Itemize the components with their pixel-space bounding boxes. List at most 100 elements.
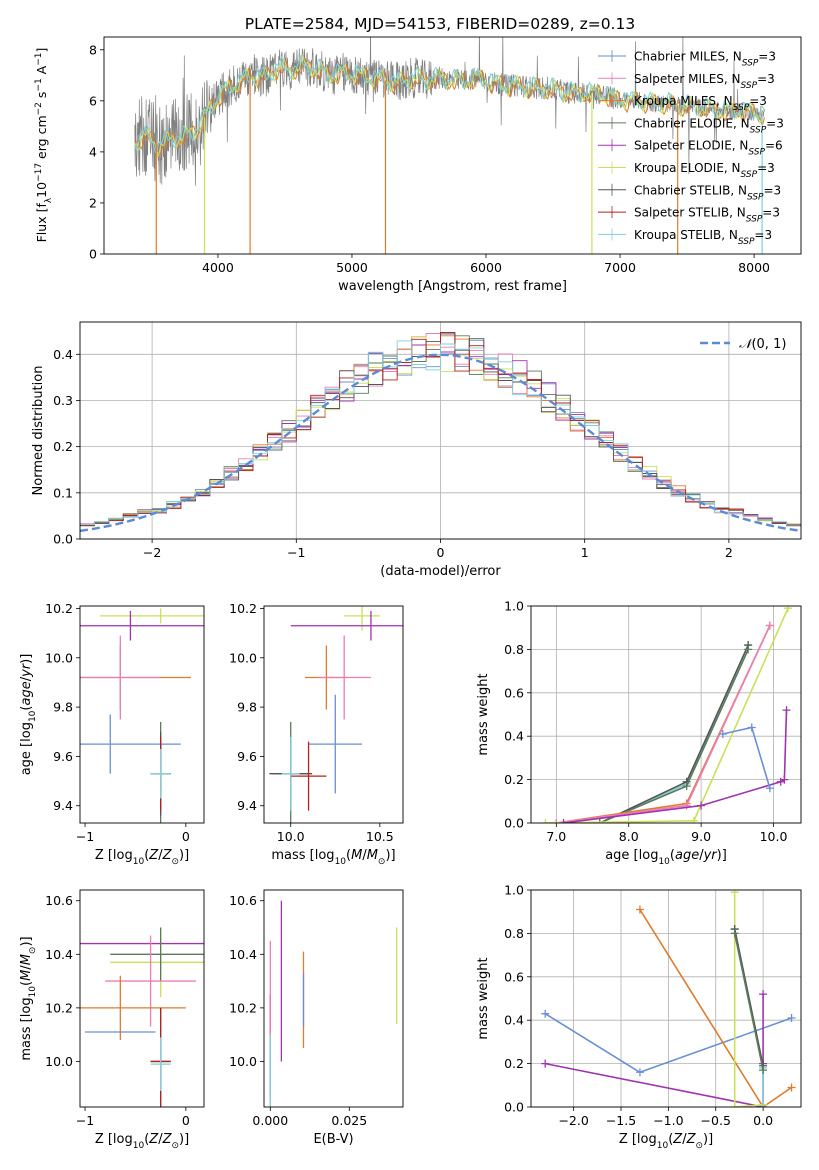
x-tick-label: −1.5 xyxy=(606,1113,636,1128)
data-point-marker xyxy=(635,1068,644,1077)
errorbar-plot-area xyxy=(80,927,204,1107)
data-point-marker xyxy=(718,730,727,739)
x-tick-label: 7000 xyxy=(604,260,636,275)
age-vs-Z-panel: −1 0 9.4 9.6 9.8 10.0 10.2 Z [log10(Z/Z⊙)] age [… xyxy=(19,601,205,867)
y-tick-label: 10.6 xyxy=(45,893,73,908)
x-tick-label: 7.0 xyxy=(546,829,566,844)
y-tick-label: 10.0 xyxy=(229,1054,257,1069)
x-axis-label: E(B-V) xyxy=(313,1132,353,1147)
y-axis-label: Flux [fλ10−17 erg cm−2 s−1 A−1] xyxy=(34,48,54,243)
line-plot-area xyxy=(541,606,792,823)
data-point-marker xyxy=(780,775,789,784)
axes-frame xyxy=(103,36,802,255)
y-tick-label: 4 xyxy=(89,144,97,159)
y-tick-label: 9.8 xyxy=(237,700,257,715)
y-axis-label: mass weight xyxy=(476,673,491,755)
x-axis-label: (data-model)/error xyxy=(380,564,501,579)
y-tick-label: 0.3 xyxy=(53,393,73,408)
y-tick-label: 9.4 xyxy=(237,798,257,813)
axes-frame xyxy=(79,321,802,540)
y-tick-label: 0.1 xyxy=(53,485,73,500)
y-tick-label: 0.8 xyxy=(504,642,524,657)
data-point-marker xyxy=(541,1059,550,1068)
series-line-kroupa-miles xyxy=(639,909,792,1107)
axes-frame xyxy=(263,889,404,1108)
series-line-chabrier-miles xyxy=(722,726,771,789)
y-tick-label: 10.6 xyxy=(229,893,257,908)
x-tick-label: 0.0 xyxy=(753,1113,773,1128)
y-tick-label: 0.6 xyxy=(504,685,524,700)
x-axis-label: Z [log10(Z/Z⊙)] xyxy=(619,1132,713,1151)
x-tick-label: 6000 xyxy=(470,260,502,275)
data-point-marker xyxy=(744,645,753,654)
legend-entry: Salpeter MILES, NSSP=3 xyxy=(634,72,775,91)
line-plot-area xyxy=(541,890,796,1107)
data-point-marker xyxy=(759,1103,768,1107)
model-spectrum-kroupa-miles xyxy=(134,57,765,157)
y-tick-label: 0.2 xyxy=(504,1056,524,1071)
axes-frame xyxy=(530,605,802,824)
legend-entry: 𝒩(0, 1) xyxy=(739,337,786,352)
series-line-chabrier-stelib xyxy=(733,928,764,1066)
legend-entry: Kroupa ELODIE, NSSP=3 xyxy=(634,161,775,180)
y-tick-label: 9.6 xyxy=(53,749,73,764)
legend-entry: Kroupa MILES, NSSP=3 xyxy=(634,94,767,113)
y-tick-label: 10.0 xyxy=(45,650,73,665)
y-tick-label: 2 xyxy=(89,195,97,210)
y-tick-label: 0.2 xyxy=(504,772,524,787)
series-line-kroupa-elodie xyxy=(733,892,764,1107)
y-tick-label: 1.0 xyxy=(504,883,524,898)
data-point-marker xyxy=(541,1009,550,1018)
y-tick-label: 9.4 xyxy=(53,798,73,813)
y-tick-label: 1.0 xyxy=(504,599,524,614)
x-tick-label: 2 xyxy=(725,545,733,560)
y-tick-label: 9.8 xyxy=(53,700,73,715)
y-tick-label: 9.6 xyxy=(237,749,257,764)
data-point-marker xyxy=(759,1066,768,1075)
data-point-marker xyxy=(682,782,691,791)
y-axis-label: Normed distribution xyxy=(31,366,46,496)
axes-frame xyxy=(263,605,404,824)
x-axis-label: wavelength [Angstrom, rest frame] xyxy=(338,279,567,294)
data-point-marker xyxy=(787,1083,796,1092)
data-point-marker xyxy=(682,801,691,810)
legend-entry: Salpeter STELIB, NSSP=3 xyxy=(634,206,780,225)
x-tick-label: −0.5 xyxy=(701,1113,731,1128)
y-tick-label: 0.4 xyxy=(504,1013,524,1028)
x-tick-label: 5000 xyxy=(336,260,368,275)
x-tick-label: 10.0 xyxy=(277,829,305,844)
y-tick-label: 0.4 xyxy=(53,347,73,362)
legend-entry: Salpeter ELODIE, NSSP=6 xyxy=(634,139,783,158)
legend-entry: Kroupa STELIB, NSSP=3 xyxy=(634,228,772,247)
y-tick-label: 10.4 xyxy=(229,947,257,962)
data-point-marker xyxy=(730,1103,739,1107)
data-point-marker xyxy=(747,723,756,732)
errorbar-plot-area xyxy=(80,608,204,823)
data-point-marker xyxy=(635,905,644,914)
x-tick-label: −1.0 xyxy=(653,1113,683,1128)
x-axis-label: Z [log10(Z/Z⊙)] xyxy=(95,1132,189,1151)
data-point-marker xyxy=(787,1014,796,1023)
x-tick-label: −1 xyxy=(287,545,305,560)
residuals-legend: 𝒩(0, 1) xyxy=(700,337,786,352)
y-tick-label: 6 xyxy=(89,93,97,108)
y-axis-label: mass weight xyxy=(476,957,491,1039)
y-tick-label: 10.0 xyxy=(229,650,257,665)
x-tick-label: 0 xyxy=(182,829,190,844)
model-spectrum-kroupa-stelib xyxy=(134,55,765,155)
series-line-salpeter-elodie xyxy=(545,994,764,1107)
data-point-marker xyxy=(595,819,604,823)
x-tick-label: 8000 xyxy=(738,260,770,275)
y-tick-label: 0.0 xyxy=(53,532,73,547)
y-tick-label: 0.6 xyxy=(504,969,524,984)
data-point-marker xyxy=(697,801,706,810)
errorbar-plot-area xyxy=(269,900,398,1107)
x-tick-label: 1 xyxy=(581,545,589,560)
spectrum-panel: 4000 5000 6000 7000 8000 0 2 4 6 8 wavelength [Ang… xyxy=(34,36,802,294)
data-point-marker xyxy=(552,819,561,823)
errorbar-plot-area xyxy=(269,606,403,823)
histogram-plot-area xyxy=(80,332,801,539)
axes-frame xyxy=(79,889,205,1108)
model-spectrum-kroupa-elodie xyxy=(134,55,765,157)
